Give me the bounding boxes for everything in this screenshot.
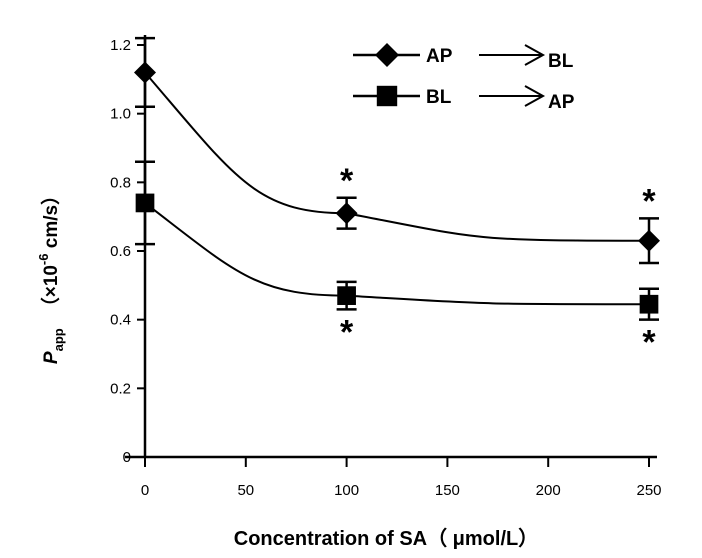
legend-label-to: AP — [548, 92, 575, 113]
significance-marker: * — [340, 162, 354, 200]
x-tick-label: 250 — [636, 482, 661, 499]
y-tick-label: 0.4 — [110, 312, 131, 329]
x-tick-label: 150 — [435, 482, 460, 499]
x-axis-label: Concentration of SA（ μmol/L） — [234, 527, 538, 550]
x-tick-label: 200 — [536, 482, 561, 499]
data-point — [337, 286, 356, 305]
x-tick-label: 50 — [237, 482, 254, 499]
significance-marker: * — [642, 182, 656, 220]
y-axis-label-close: cm/s） — [39, 186, 62, 254]
data-point — [639, 294, 659, 314]
legend-item-0: AP BL — [353, 43, 574, 72]
legend-marker — [376, 85, 398, 107]
legend-label-from: AP — [426, 46, 453, 67]
y-axis-label: Papp （×10-6 cm/s） — [36, 186, 66, 364]
y-axis-label-symbol: P — [41, 351, 62, 364]
data-point — [335, 202, 358, 225]
y-axis-label-text: Papp （×10-6 cm/s） — [36, 186, 66, 364]
y-axis-label-open: （×10 — [39, 265, 62, 316]
y-tick-label: 1.2 — [110, 37, 131, 54]
legend: AP BL BL AP — [353, 43, 575, 113]
y-tick-label: 0 — [123, 449, 131, 466]
legend-label-from: BL — [426, 87, 452, 108]
significance-marker: * — [340, 313, 354, 351]
axes: 0 0.2 0.4 0.6 0.8 1.0 1.2 0 50 100 150 200 250 — [110, 35, 662, 499]
legend-item-1: BL AP — [353, 85, 575, 113]
data-point — [134, 61, 156, 84]
y-tick-label: 0.8 — [110, 174, 131, 191]
series-1: * * — [135, 160, 659, 362]
y-tick-label: 0.6 — [110, 243, 131, 260]
data-point — [638, 229, 660, 252]
y-axis-label-subscript: app — [51, 328, 66, 351]
legend-label-to: BL — [548, 51, 574, 72]
y-axis-label-exponent: -6 — [36, 253, 51, 265]
x-tick-label: 100 — [334, 482, 359, 499]
legend-arrow-head — [524, 44, 546, 66]
series-line — [144, 202, 650, 306]
series-layer: *** * — [134, 36, 660, 362]
legend-arrow-head — [524, 85, 546, 107]
series-0: ** — [134, 36, 660, 265]
data-point — [135, 193, 155, 213]
y-tick-label: 1.0 — [110, 106, 131, 123]
y-tick-label: 0.2 — [110, 380, 131, 397]
legend-marker — [375, 43, 399, 67]
significance-marker: * — [642, 324, 656, 362]
x-tick-label: 0 — [141, 482, 149, 499]
